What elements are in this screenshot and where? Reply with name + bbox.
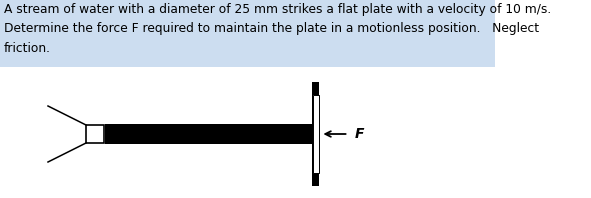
- Text: F: F: [355, 127, 364, 141]
- Bar: [311, 82, 319, 186]
- Text: Determine the force F required to maintain the plate in a motionless position.  : Determine the force F required to mainta…: [4, 22, 539, 35]
- Bar: [313, 95, 319, 173]
- Bar: [0, 0, 495, 67]
- Text: friction.: friction.: [4, 42, 51, 54]
- Bar: [86, 125, 104, 143]
- Bar: [313, 95, 319, 173]
- Text: A stream of water with a diameter of 25 mm strikes a flat plate with a velocity : A stream of water with a diameter of 25 …: [4, 3, 551, 15]
- Bar: [105, 124, 315, 144]
